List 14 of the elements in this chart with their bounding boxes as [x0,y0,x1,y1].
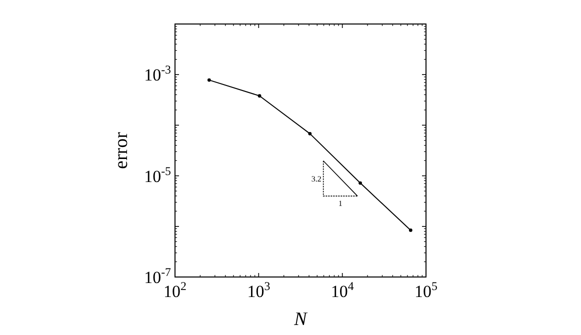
y-tick-label: 10$^{-3}$ [144,62,172,85]
point [308,132,312,136]
x-tick-label: 10$^{5}$ [414,279,438,301]
y-tick-label: 10$^{-5}$ [144,164,172,186]
x-tick-label: 10$^{3}$ [247,279,270,301]
y-axis-title: error [111,131,132,169]
point [258,94,262,98]
point [207,78,211,82]
point [408,228,412,232]
annotation: 3.2 [311,174,322,184]
x-tick-label: 10$^{4}$ [330,279,354,301]
point [358,181,362,185]
annotation: 1 [338,199,342,208]
x-axis-title: N [293,309,308,330]
